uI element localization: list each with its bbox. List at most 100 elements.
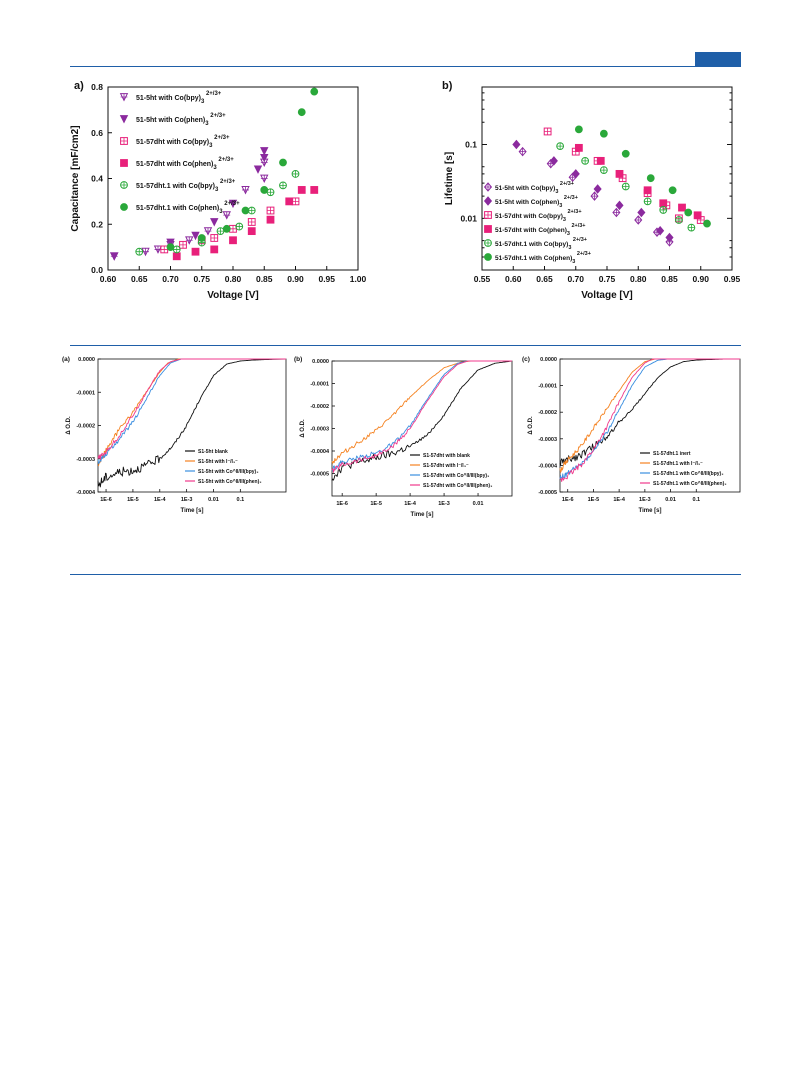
data-point-cross bbox=[622, 183, 630, 190]
data-point-cross bbox=[644, 197, 652, 205]
data-point bbox=[266, 215, 275, 224]
data-point bbox=[518, 146, 527, 157]
data-point-cross bbox=[204, 227, 212, 235]
data-point bbox=[197, 234, 206, 242]
legend-entry: S1-57dht with Co^II/III(phen)₃ bbox=[423, 483, 493, 489]
lifetime-chart: 0.55 0.60 0.65 0.70 0.75 0.80 0.85 0.90 0.95 0.1 0… bbox=[442, 80, 741, 301]
series-3 bbox=[574, 143, 702, 220]
data-point bbox=[191, 231, 200, 241]
x-tick-label: 0.60 bbox=[100, 274, 117, 284]
series-line-1 bbox=[559, 358, 740, 473]
legend-entry: S1-57dht with I⁻/I₃⁻ bbox=[423, 463, 469, 469]
data-point bbox=[166, 243, 175, 252]
x-tick-label: 1.00 bbox=[350, 274, 367, 284]
x-tick-label: 0.90 bbox=[287, 274, 304, 284]
data-point bbox=[643, 186, 652, 195]
x-tick-label: 1E-3 bbox=[181, 497, 193, 503]
series-line-3 bbox=[559, 358, 740, 482]
y-tick-label: 0.2 bbox=[91, 219, 103, 229]
data-point bbox=[590, 191, 599, 201]
data-point-cross bbox=[591, 192, 598, 200]
data-point bbox=[228, 199, 238, 209]
y-tick-label: -0.0001 bbox=[76, 390, 95, 396]
data-point-cross bbox=[235, 223, 243, 230]
data-point bbox=[512, 139, 521, 150]
legend-entry: 51-57dht with Co(bpy)3 2+/3+ bbox=[495, 209, 582, 223]
x-tick-label: 0.1 bbox=[692, 497, 700, 503]
data-point-cross bbox=[242, 186, 249, 194]
data-point bbox=[253, 165, 263, 174]
series-4 bbox=[135, 170, 300, 256]
data-point bbox=[260, 147, 269, 156]
data-point bbox=[210, 245, 219, 254]
panel-label: b) bbox=[442, 80, 453, 92]
x-tick-label: 0.01 bbox=[208, 497, 219, 503]
capacitance-chart: 0.60 0.65 0.70 0.75 0.80 0.85 0.90 0.95 1.00 0.0 0… bbox=[70, 80, 367, 301]
series-line-0 bbox=[97, 358, 287, 488]
data-point-cross bbox=[687, 224, 695, 231]
data-point bbox=[222, 224, 231, 233]
y-axis-label: Δ O.D. bbox=[66, 416, 72, 435]
x-tick-label: 1E-4 bbox=[404, 501, 417, 507]
y-axis-label: Δ O.D. bbox=[528, 416, 534, 435]
x-axis-label: Voltage [V] bbox=[207, 290, 258, 301]
data-point bbox=[241, 206, 250, 215]
legend-marker-cross bbox=[484, 183, 492, 191]
x-tick-label: 0.70 bbox=[567, 274, 584, 284]
legend-marker bbox=[120, 203, 128, 211]
data-point-cross bbox=[581, 157, 589, 165]
data-point bbox=[593, 184, 602, 194]
legend-entry: S1-57dht.1 with I⁻/I₃⁻ bbox=[653, 461, 703, 467]
y-axis-label: Capacitance [mF/cm2] bbox=[70, 125, 81, 231]
y-tick-label: 0.1 bbox=[465, 139, 477, 149]
series-line-2 bbox=[97, 358, 286, 464]
transient-chart-b: 1E-6 1E-5 1E-4 1E-3 0.01 0.0000 -0.0001 -0.0002… bbox=[294, 356, 513, 518]
y-tick-label: -0.0005 bbox=[310, 472, 329, 478]
series-line-1 bbox=[97, 358, 286, 467]
legend-entry: 51-5ht with Co(phen)3 2+/3+ bbox=[495, 195, 578, 209]
data-point bbox=[285, 197, 294, 206]
data-point bbox=[665, 232, 674, 243]
data-point-cross bbox=[142, 248, 149, 256]
panel-label: a) bbox=[74, 80, 84, 92]
data-point bbox=[659, 199, 668, 208]
y-tick-label: -0.0001 bbox=[310, 382, 329, 388]
data-point-cross bbox=[267, 188, 274, 196]
y-tick-label: -0.0004 bbox=[538, 463, 558, 469]
data-point bbox=[297, 186, 306, 194]
data-point bbox=[703, 219, 711, 228]
y-tick-label: -0.0004 bbox=[76, 490, 96, 496]
legend-entry: 51-57dht.1 with Co(bpy)3 2+/3+ bbox=[136, 179, 236, 193]
legend-entry: S1-5ht with Co^II/III(phen)₃ bbox=[198, 479, 262, 485]
data-point-cross bbox=[292, 170, 299, 178]
panel-label: (a) bbox=[62, 356, 70, 363]
x-tick-label: 1E-3 bbox=[438, 501, 450, 507]
data-point bbox=[549, 156, 558, 166]
legend-entry: S1-5ht with I⁻/I₃⁻ bbox=[198, 459, 238, 465]
series-line-3 bbox=[97, 358, 286, 460]
legend-entry: S1-57dht.1 with Co^II/III(phen)₃ bbox=[653, 481, 727, 487]
y-tick-label: 0.8 bbox=[91, 82, 103, 92]
y-tick-label: 0.6 bbox=[91, 128, 103, 138]
panel-label: (c) bbox=[522, 356, 530, 363]
data-point bbox=[678, 203, 686, 212]
legend-entry: 51-57dht with Co(phen)3 2+/3+ bbox=[495, 223, 586, 237]
y-tick-label: 0.0 bbox=[91, 265, 103, 275]
data-point bbox=[279, 158, 287, 167]
legend-entry: S1-57dht with Co^II/III(bpy)₃ bbox=[423, 473, 490, 479]
data-point-cross bbox=[160, 246, 168, 253]
series-4 bbox=[556, 142, 696, 232]
legend-entry: 51-57dht.1 with Co(phen)3 2+/3+ bbox=[136, 201, 240, 215]
x-tick-label: 0.95 bbox=[318, 274, 335, 284]
y-tick-label: -0.0003 bbox=[76, 457, 95, 463]
x-tick-label: 1E-4 bbox=[613, 497, 626, 503]
section-rule-bottom bbox=[70, 574, 741, 575]
legend-marker bbox=[484, 253, 492, 261]
data-point bbox=[656, 225, 665, 236]
data-point-cross bbox=[229, 225, 237, 233]
x-axis-label: Voltage [V] bbox=[581, 290, 632, 301]
legend-marker-cross bbox=[120, 181, 128, 189]
x-tick-label: 1E-6 bbox=[562, 497, 574, 503]
plot-frame bbox=[559, 358, 741, 493]
y-tick-label: 0.01 bbox=[460, 213, 477, 223]
